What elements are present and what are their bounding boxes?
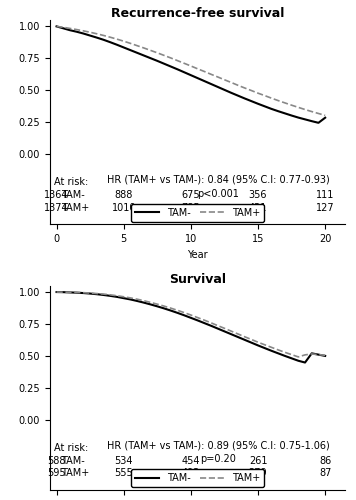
- Text: 1374: 1374: [44, 202, 69, 212]
- Text: 454: 454: [182, 456, 200, 466]
- Text: 555: 555: [114, 468, 133, 478]
- Text: p=0.20: p=0.20: [200, 454, 236, 464]
- Text: 111: 111: [316, 190, 334, 200]
- Text: 595: 595: [47, 468, 66, 478]
- Text: 356: 356: [249, 190, 267, 200]
- Text: 431: 431: [249, 202, 267, 212]
- X-axis label: Year: Year: [187, 250, 208, 260]
- Legend: TAM-, TAM+: TAM-, TAM+: [131, 470, 265, 487]
- Text: 279: 279: [249, 468, 267, 478]
- Legend: TAM-, TAM+: TAM-, TAM+: [131, 204, 265, 222]
- Text: 888: 888: [115, 190, 133, 200]
- Text: TAM-: TAM-: [61, 456, 84, 466]
- Text: TAM-: TAM-: [61, 190, 84, 200]
- Text: 87: 87: [319, 468, 331, 478]
- Text: TAM+: TAM+: [61, 468, 89, 478]
- Title: Survival: Survival: [169, 272, 226, 285]
- Text: TAM+: TAM+: [61, 202, 89, 212]
- Text: At risk:: At risk:: [54, 442, 88, 452]
- Text: 1010: 1010: [111, 202, 136, 212]
- Text: 1364: 1364: [44, 190, 69, 200]
- Title: Recurrence-free survival: Recurrence-free survival: [111, 7, 284, 20]
- Text: 588: 588: [47, 456, 66, 466]
- Text: 675: 675: [182, 190, 200, 200]
- Text: HR (TAM+ vs TAM-): 0.89 (95% C.I: 0.75-1.06): HR (TAM+ vs TAM-): 0.89 (95% C.I: 0.75-1…: [107, 440, 330, 450]
- Text: p<0.001: p<0.001: [197, 188, 239, 198]
- Text: 127: 127: [316, 202, 335, 212]
- Text: 86: 86: [319, 456, 331, 466]
- Text: 492: 492: [182, 468, 200, 478]
- Text: 785: 785: [182, 202, 200, 212]
- Text: 261: 261: [249, 456, 267, 466]
- Text: 534: 534: [115, 456, 133, 466]
- Text: HR (TAM+ vs TAM-): 0.84 (95% C.I: 0.77-0.93): HR (TAM+ vs TAM-): 0.84 (95% C.I: 0.77-0…: [107, 174, 330, 184]
- Text: At risk:: At risk:: [54, 177, 88, 187]
